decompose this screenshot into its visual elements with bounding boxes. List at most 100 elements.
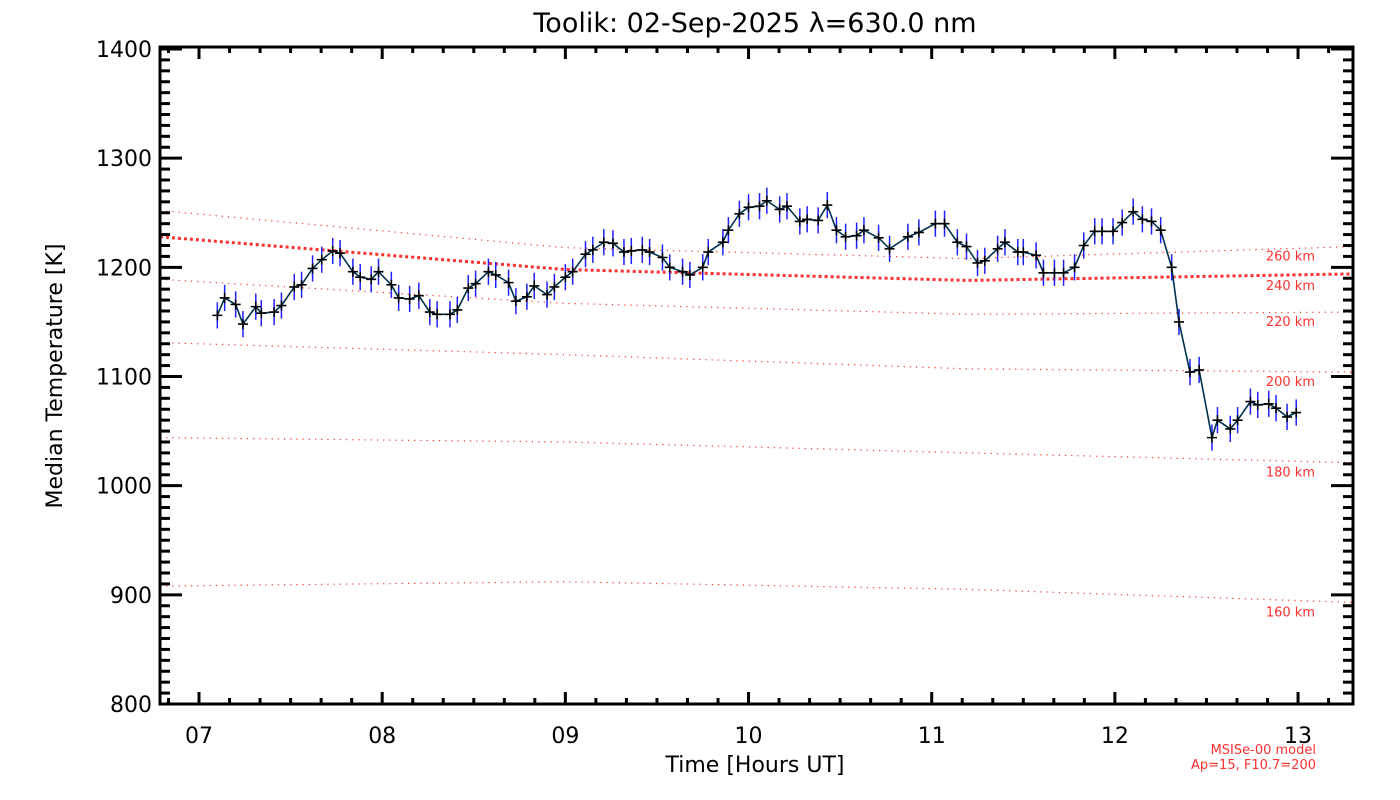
data-point <box>237 319 248 330</box>
data-point <box>992 243 1003 254</box>
data-point <box>250 301 261 312</box>
data-point <box>723 225 734 236</box>
data-point <box>1031 250 1042 261</box>
data-point <box>503 277 514 288</box>
data-point <box>972 257 983 268</box>
axes: 800 900 1000 1100 1200 1300 1400 07 08 09 10 11 12 13 <box>96 38 1355 749</box>
data-point <box>276 300 287 311</box>
data-point <box>1212 415 1223 426</box>
data-point <box>510 296 521 307</box>
data-point <box>781 201 792 212</box>
data-point <box>256 308 267 319</box>
data-point <box>657 252 668 263</box>
data-point <box>212 310 223 321</box>
y-tick-label: 800 <box>110 693 152 718</box>
data-point <box>1206 432 1217 443</box>
data-series <box>212 187 1302 451</box>
data-point <box>858 225 869 236</box>
data-point <box>560 272 571 283</box>
y-tick-label: 1400 <box>96 38 152 63</box>
data-point <box>567 266 578 277</box>
data-point <box>1018 247 1029 258</box>
x-tick-label: 11 <box>918 724 946 749</box>
data-point <box>684 269 695 280</box>
data-point <box>1078 240 1089 251</box>
data-point <box>902 231 913 242</box>
model-line-220-km <box>159 278 1354 315</box>
data-point <box>335 248 346 259</box>
model-annotation: MSISe-00 model <box>1211 743 1316 758</box>
data-point <box>1263 398 1274 409</box>
data-point <box>979 255 990 266</box>
data-point <box>529 280 540 291</box>
model-line-180-km <box>159 437 1354 464</box>
data-point <box>542 289 553 300</box>
data-point <box>644 247 655 258</box>
data-point <box>1137 214 1148 225</box>
data-point <box>794 216 805 227</box>
data-point <box>961 241 972 252</box>
data-point <box>296 279 307 290</box>
model-line-label: 260 km <box>1266 250 1315 265</box>
data-point <box>1225 423 1236 434</box>
data-point <box>930 218 941 229</box>
data-point <box>1097 226 1108 237</box>
x-tick-label: 10 <box>735 724 763 749</box>
data-point <box>444 309 455 320</box>
data-point <box>822 200 833 211</box>
chart-title: Toolik: 02-Sep-2025 λ=630.0 nm <box>532 8 976 39</box>
model-line-160-km <box>159 581 1354 604</box>
data-point <box>1271 403 1282 414</box>
data-point <box>677 266 688 277</box>
data-point <box>1117 217 1128 228</box>
data-point <box>607 238 618 249</box>
y-tick-label: 1000 <box>96 475 152 500</box>
data-point <box>366 274 377 285</box>
data-point <box>413 290 424 301</box>
data-point <box>761 195 772 206</box>
data-point <box>697 262 708 273</box>
model-params-annotation: Ap=15, F10.7=200 <box>1191 758 1316 773</box>
data-point <box>754 201 765 212</box>
data-point <box>307 263 318 274</box>
model-line-label: 180 km <box>1266 466 1315 481</box>
data-point <box>452 304 463 315</box>
data-point <box>1155 225 1166 236</box>
data-point <box>230 299 241 310</box>
y-tick-label: 1300 <box>96 147 152 172</box>
data-point <box>1184 367 1195 378</box>
data-point <box>774 204 785 215</box>
data-point <box>831 225 842 236</box>
y-tick-label: 1100 <box>96 366 152 391</box>
x-axis-label: Time [Hours UT] <box>665 753 845 778</box>
data-point <box>1146 216 1157 227</box>
data-point <box>1108 226 1119 237</box>
data-point <box>521 291 532 302</box>
data-point <box>373 266 384 277</box>
data-point <box>626 245 637 256</box>
data-point <box>851 230 862 241</box>
data-point <box>1166 262 1177 273</box>
data-point <box>386 279 397 290</box>
series-line <box>216 199 1297 438</box>
data-point <box>1245 396 1256 407</box>
model-lines: 260 km 240 km 220 km 200 km 180 km 160 km <box>159 209 1354 620</box>
data-point <box>743 202 754 213</box>
data-point <box>664 262 675 273</box>
data-point <box>483 266 494 277</box>
data-point <box>813 215 824 226</box>
data-point <box>219 292 230 303</box>
data-point <box>490 269 501 280</box>
y-tick-label: 1200 <box>96 256 152 281</box>
data-point <box>1038 267 1049 278</box>
data-point <box>873 232 884 243</box>
data-point <box>580 249 591 260</box>
data-point <box>393 292 404 303</box>
plot-frame <box>158 45 1355 706</box>
data-point <box>952 237 963 248</box>
data-point <box>355 272 366 283</box>
data-point <box>1049 267 1060 278</box>
data-point <box>884 243 895 254</box>
data-point <box>347 266 358 277</box>
